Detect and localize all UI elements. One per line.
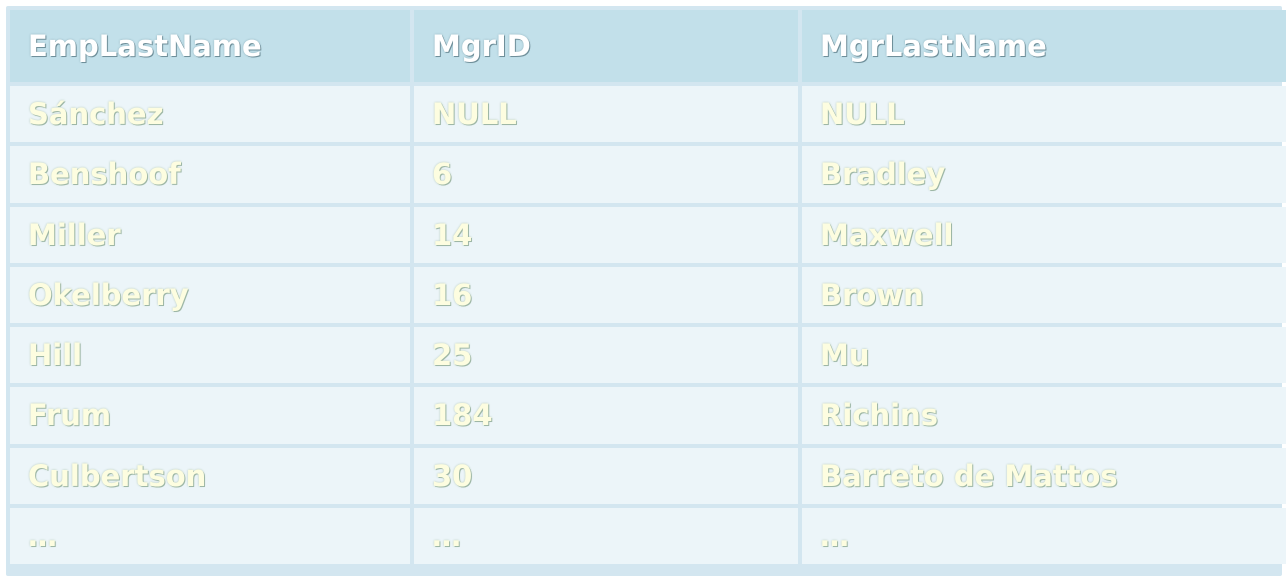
table-row: Sánchez NULL NULL: [10, 86, 1286, 143]
mgr-id-cell: …: [414, 507, 798, 564]
table-row: Frum 184 Richins: [10, 387, 1286, 444]
header-row: EmpLastName MgrID MgrLastName: [10, 10, 1286, 82]
mgr-id-cell: 30: [414, 447, 798, 504]
emp-last-name-cell: Hill: [10, 327, 410, 384]
table-row: Miller 14 Maxwell: [10, 206, 1286, 263]
table-frame: EmpLastName MgrID MgrLastName Sánchez NU…: [6, 6, 1286, 576]
emp-last-name-cell: Miller: [10, 206, 410, 263]
mgr-last-name-cell: Maxwell: [802, 206, 1286, 263]
mgr-last-name-cell: NULL: [802, 86, 1286, 143]
mgr-id-cell: NULL: [414, 86, 798, 143]
header-emp-last-name: EmpLastName: [10, 10, 410, 82]
emp-last-name-cell: Okelberry: [10, 266, 410, 323]
mgr-id-cell: 6: [414, 146, 798, 203]
mgr-id-cell: 14: [414, 206, 798, 263]
mgr-last-name-cell: Brown: [802, 266, 1286, 323]
emp-last-name-cell: Culbertson: [10, 447, 410, 504]
employee-manager-table: EmpLastName MgrID MgrLastName Sánchez NU…: [6, 6, 1288, 568]
mgr-last-name-cell: Barreto de Mattos: [802, 447, 1286, 504]
header-mgr-last-name: MgrLastName: [802, 10, 1286, 82]
mgr-id-cell: 16: [414, 266, 798, 323]
mgr-id-cell: 184: [414, 387, 798, 444]
emp-last-name-cell: Frum: [10, 387, 410, 444]
mgr-last-name-cell: Mu: [802, 327, 1286, 384]
table-row: Culbertson 30 Barreto de Mattos: [10, 447, 1286, 504]
table-row: Hill 25 Mu: [10, 327, 1286, 384]
table-row: Okelberry 16 Brown: [10, 266, 1286, 323]
mgr-last-name-cell: Richins: [802, 387, 1286, 444]
emp-last-name-cell: Sánchez: [10, 86, 410, 143]
mgr-last-name-cell: Bradley: [802, 146, 1286, 203]
header-mgr-id: MgrID: [414, 10, 798, 82]
mgr-id-cell: 25: [414, 327, 798, 384]
emp-last-name-cell: …: [10, 507, 410, 564]
table-row: Benshoof 6 Bradley: [10, 146, 1286, 203]
table-row: … … …: [10, 507, 1286, 564]
mgr-last-name-cell: …: [802, 507, 1286, 564]
emp-last-name-cell: Benshoof: [10, 146, 410, 203]
